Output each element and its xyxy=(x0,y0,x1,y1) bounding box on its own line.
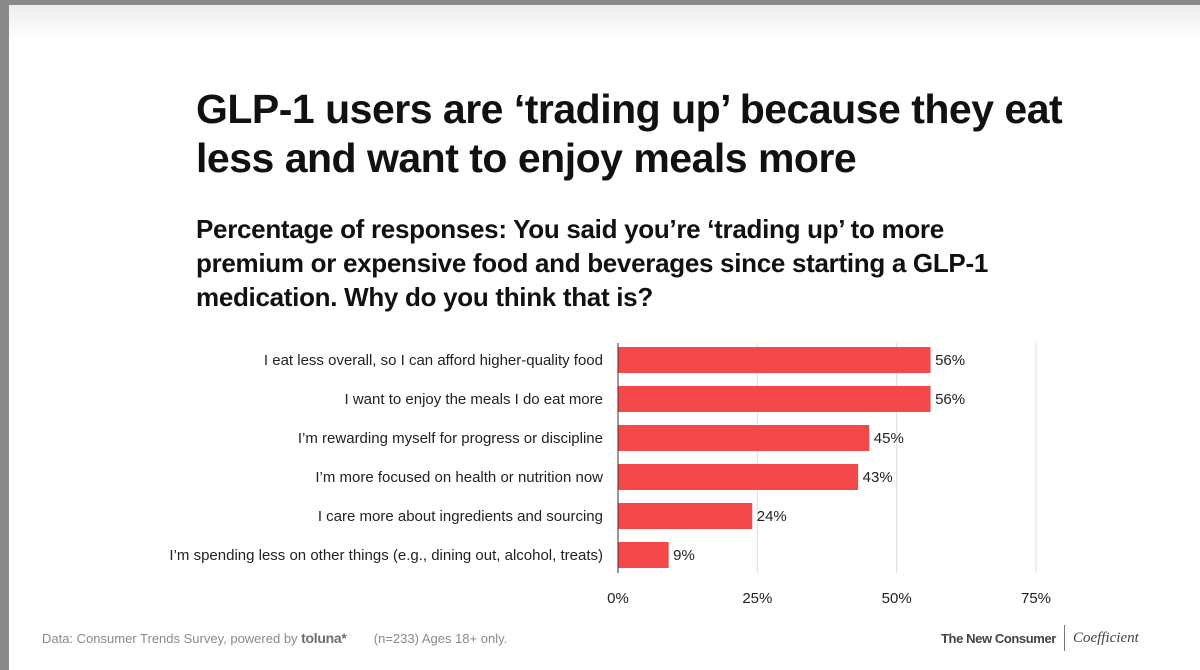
data-label: 56% xyxy=(935,391,965,408)
data-label: 45% xyxy=(874,430,904,447)
data-label: 9% xyxy=(673,547,695,564)
bar xyxy=(618,542,669,568)
category-label: I want to enjoy the meals I do eat more xyxy=(345,391,603,408)
logo-divider xyxy=(1063,625,1065,651)
slide: GLP-1 users are ‘trading up’ because the… xyxy=(9,5,1200,670)
x-tick-label: 50% xyxy=(882,590,912,607)
source-footer: Data: Consumer Trends Survey, powered by… xyxy=(42,630,507,646)
category-label: I care more about ingredients and sourci… xyxy=(318,508,603,525)
x-tick-label: 75% xyxy=(1021,590,1051,607)
category-label: I’m spending less on other things (e.g.,… xyxy=(169,547,603,564)
x-tick-label: 25% xyxy=(742,590,772,607)
data-label: 56% xyxy=(935,352,965,369)
bar xyxy=(618,347,931,373)
bar xyxy=(618,464,859,490)
toluna-brand: toluna* xyxy=(301,630,347,646)
x-tick-label: 0% xyxy=(607,590,629,607)
publisher-logos: The New Consumer Coefficient xyxy=(941,625,1139,651)
coefficient-logo: Coefficient xyxy=(1072,629,1139,646)
chart-subtitle: Percentage of responses: You said you’re… xyxy=(196,214,988,312)
sample-note: (n=233) Ages 18+ only. xyxy=(373,631,508,646)
chart-title: GLP-1 users are ‘trading up’ because the… xyxy=(196,86,1063,181)
bar xyxy=(618,386,931,412)
bar xyxy=(618,503,753,529)
category-label: I eat less overall, so I can afford high… xyxy=(264,352,603,369)
data-label: 43% xyxy=(863,469,893,486)
category-label: I’m more focused on health or nutrition … xyxy=(315,469,603,486)
source-text: Data: Consumer Trends Survey, powered by xyxy=(42,631,298,646)
new-consumer-logo: The New Consumer xyxy=(941,630,1056,646)
data-label: 24% xyxy=(757,508,787,525)
bar xyxy=(618,425,870,451)
category-label: I’m rewarding myself for progress or dis… xyxy=(298,430,603,447)
